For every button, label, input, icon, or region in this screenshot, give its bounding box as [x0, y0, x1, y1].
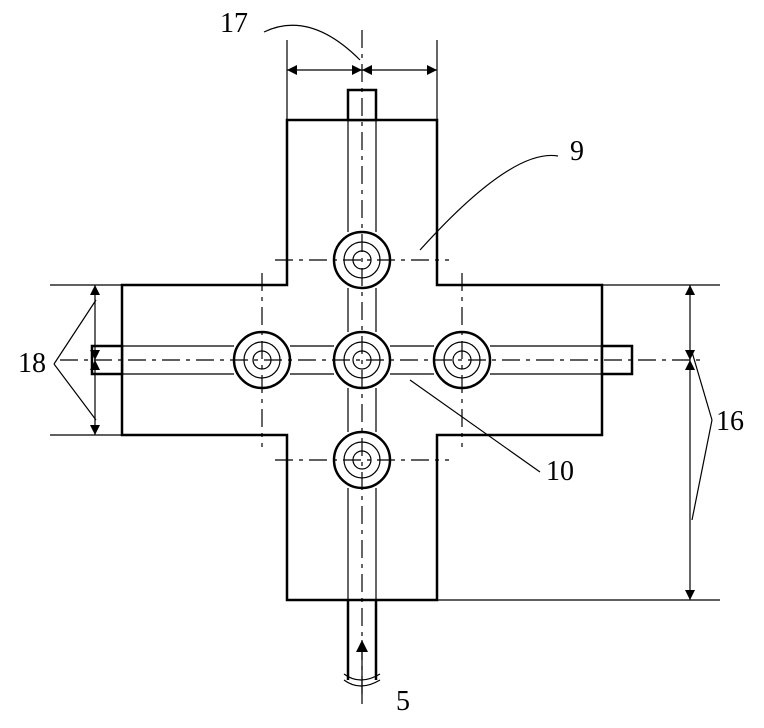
leader-17	[264, 25, 360, 60]
label-16: 16	[716, 406, 744, 437]
arrowhead	[685, 590, 695, 600]
arrowhead	[685, 285, 695, 295]
label-9: 9	[570, 136, 584, 167]
label-17: 17	[220, 8, 248, 39]
arrowhead	[362, 65, 372, 75]
arrowhead	[90, 425, 100, 435]
arrowhead	[427, 65, 437, 75]
label-18: 18	[18, 348, 46, 379]
label-5: 5	[396, 686, 410, 717]
label-10: 10	[546, 456, 574, 487]
arrowhead	[90, 285, 100, 295]
leader-18	[54, 300, 96, 364]
arrowhead	[287, 65, 297, 75]
leader-16	[692, 352, 712, 420]
leader-16	[692, 420, 712, 520]
leader-18	[54, 364, 96, 420]
leader-9	[420, 155, 558, 250]
arrowhead	[685, 360, 695, 370]
arrowhead	[352, 65, 362, 75]
arrowhead	[356, 640, 368, 652]
